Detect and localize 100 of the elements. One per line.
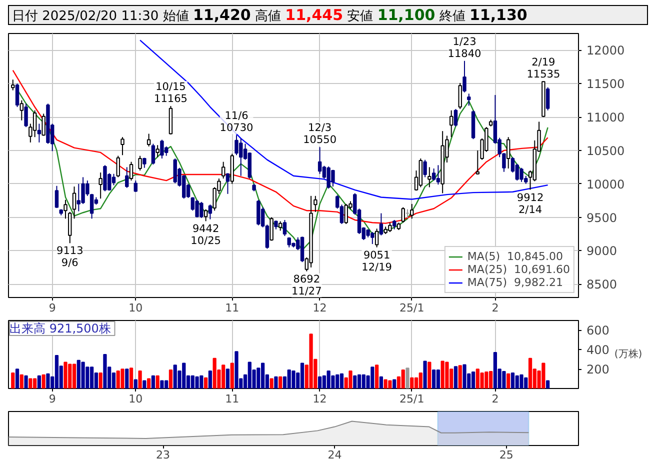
candlestick	[134, 180, 138, 192]
y-tick-label: 8500	[586, 278, 618, 292]
candlestick	[234, 134, 238, 156]
candlestick	[392, 219, 396, 230]
bar	[98, 372, 102, 388]
x-tick-label: 12	[312, 392, 327, 406]
x-tick-label: 11	[225, 302, 240, 314]
y-tick-label: 200	[586, 362, 610, 377]
candlestick	[138, 155, 142, 172]
bar	[274, 376, 278, 388]
candlestick	[270, 216, 274, 242]
candlestick	[42, 113, 46, 136]
annotation: 11/6 10730	[220, 110, 254, 134]
candlestick	[204, 208, 208, 222]
annotation: 9113 9/6	[56, 245, 84, 270]
candlestick	[11, 79, 15, 91]
candlestick	[98, 172, 102, 200]
candlestick	[467, 93, 471, 106]
y-tick-label: 600	[586, 324, 610, 338]
bar	[146, 378, 151, 388]
y-tick-label: 12000	[586, 44, 625, 58]
candlestick	[318, 146, 322, 174]
annotation: 8692 11/27	[292, 273, 322, 298]
candlestick	[546, 86, 550, 111]
candlestick	[129, 161, 134, 182]
bar	[488, 371, 493, 388]
bar	[42, 374, 46, 388]
bar	[318, 376, 322, 388]
x-tick-label: 2	[492, 302, 499, 314]
candlestick	[300, 236, 304, 263]
candlestick	[282, 219, 287, 237]
x-tick-label: 25/1	[400, 392, 424, 406]
bar	[24, 375, 28, 388]
bar	[208, 370, 212, 388]
candlestick	[428, 166, 432, 188]
candlestick	[449, 110, 454, 138]
x-tick-label: 9	[48, 392, 56, 406]
bar	[195, 376, 199, 388]
bar	[418, 372, 422, 388]
bar	[423, 360, 427, 388]
bar	[270, 378, 274, 388]
x-tick-label: 25	[499, 448, 514, 462]
candlestick	[226, 172, 230, 194]
y-tick-label: 400	[586, 343, 610, 358]
bar	[493, 352, 498, 388]
candlestick	[54, 185, 59, 208]
candlestick	[401, 206, 405, 224]
bar	[142, 380, 146, 388]
x-tick-label: 2	[492, 392, 499, 406]
bar	[410, 377, 414, 388]
annotation: 9912 2/14	[516, 192, 544, 216]
bar	[353, 375, 357, 388]
bar	[401, 370, 405, 388]
x-tick-label: 23	[156, 448, 170, 462]
candlestick	[520, 167, 524, 182]
bar	[64, 362, 68, 388]
candlestick	[120, 136, 124, 156]
bar	[129, 368, 134, 388]
x-tick-label: 11	[225, 392, 240, 406]
candlestick	[379, 212, 384, 236]
bar	[309, 334, 313, 388]
annotation: 9442 10/25	[190, 223, 221, 248]
candlestick	[458, 82, 462, 110]
bar	[138, 370, 142, 388]
bar	[388, 380, 392, 388]
bar	[428, 362, 432, 388]
legend-label: MA(25) 10,691.60	[467, 263, 570, 276]
candlestick	[314, 195, 318, 212]
y-tick-label: 11500	[586, 77, 625, 92]
bar	[432, 370, 436, 388]
candlestick	[208, 204, 212, 220]
candlestick	[151, 143, 156, 165]
y-tick-label: 11000	[586, 110, 625, 125]
y-axis-title: (万株)	[614, 348, 642, 360]
candlestick	[146, 133, 151, 147]
legend-label: MA(5) 10,845.00	[467, 250, 563, 263]
bar	[278, 376, 282, 388]
bar	[230, 362, 234, 388]
candlestick	[432, 168, 436, 182]
bar	[445, 362, 449, 388]
annotation: 2/19 11535	[526, 56, 560, 80]
candlestick	[160, 139, 164, 159]
candlestick	[156, 144, 160, 158]
candlestick	[103, 164, 107, 192]
bar	[134, 379, 138, 388]
bar	[520, 374, 524, 388]
bar	[37, 375, 42, 388]
bar	[510, 372, 515, 388]
bar	[471, 371, 476, 388]
candlestick	[256, 199, 260, 226]
bar	[90, 366, 94, 388]
bar	[11, 372, 15, 388]
candlestick	[410, 203, 414, 220]
y-tick-label: 9000	[586, 244, 618, 258]
chart-title: 日付 2025/02/20 11:30 始値 11,420 高値 11,445 安値 11,100 終値 11,130	[12, 6, 528, 24]
bar	[462, 364, 466, 388]
bar	[234, 351, 238, 388]
bar	[300, 362, 304, 388]
candlestick	[24, 103, 28, 128]
x-tick-label: 12	[312, 302, 327, 314]
